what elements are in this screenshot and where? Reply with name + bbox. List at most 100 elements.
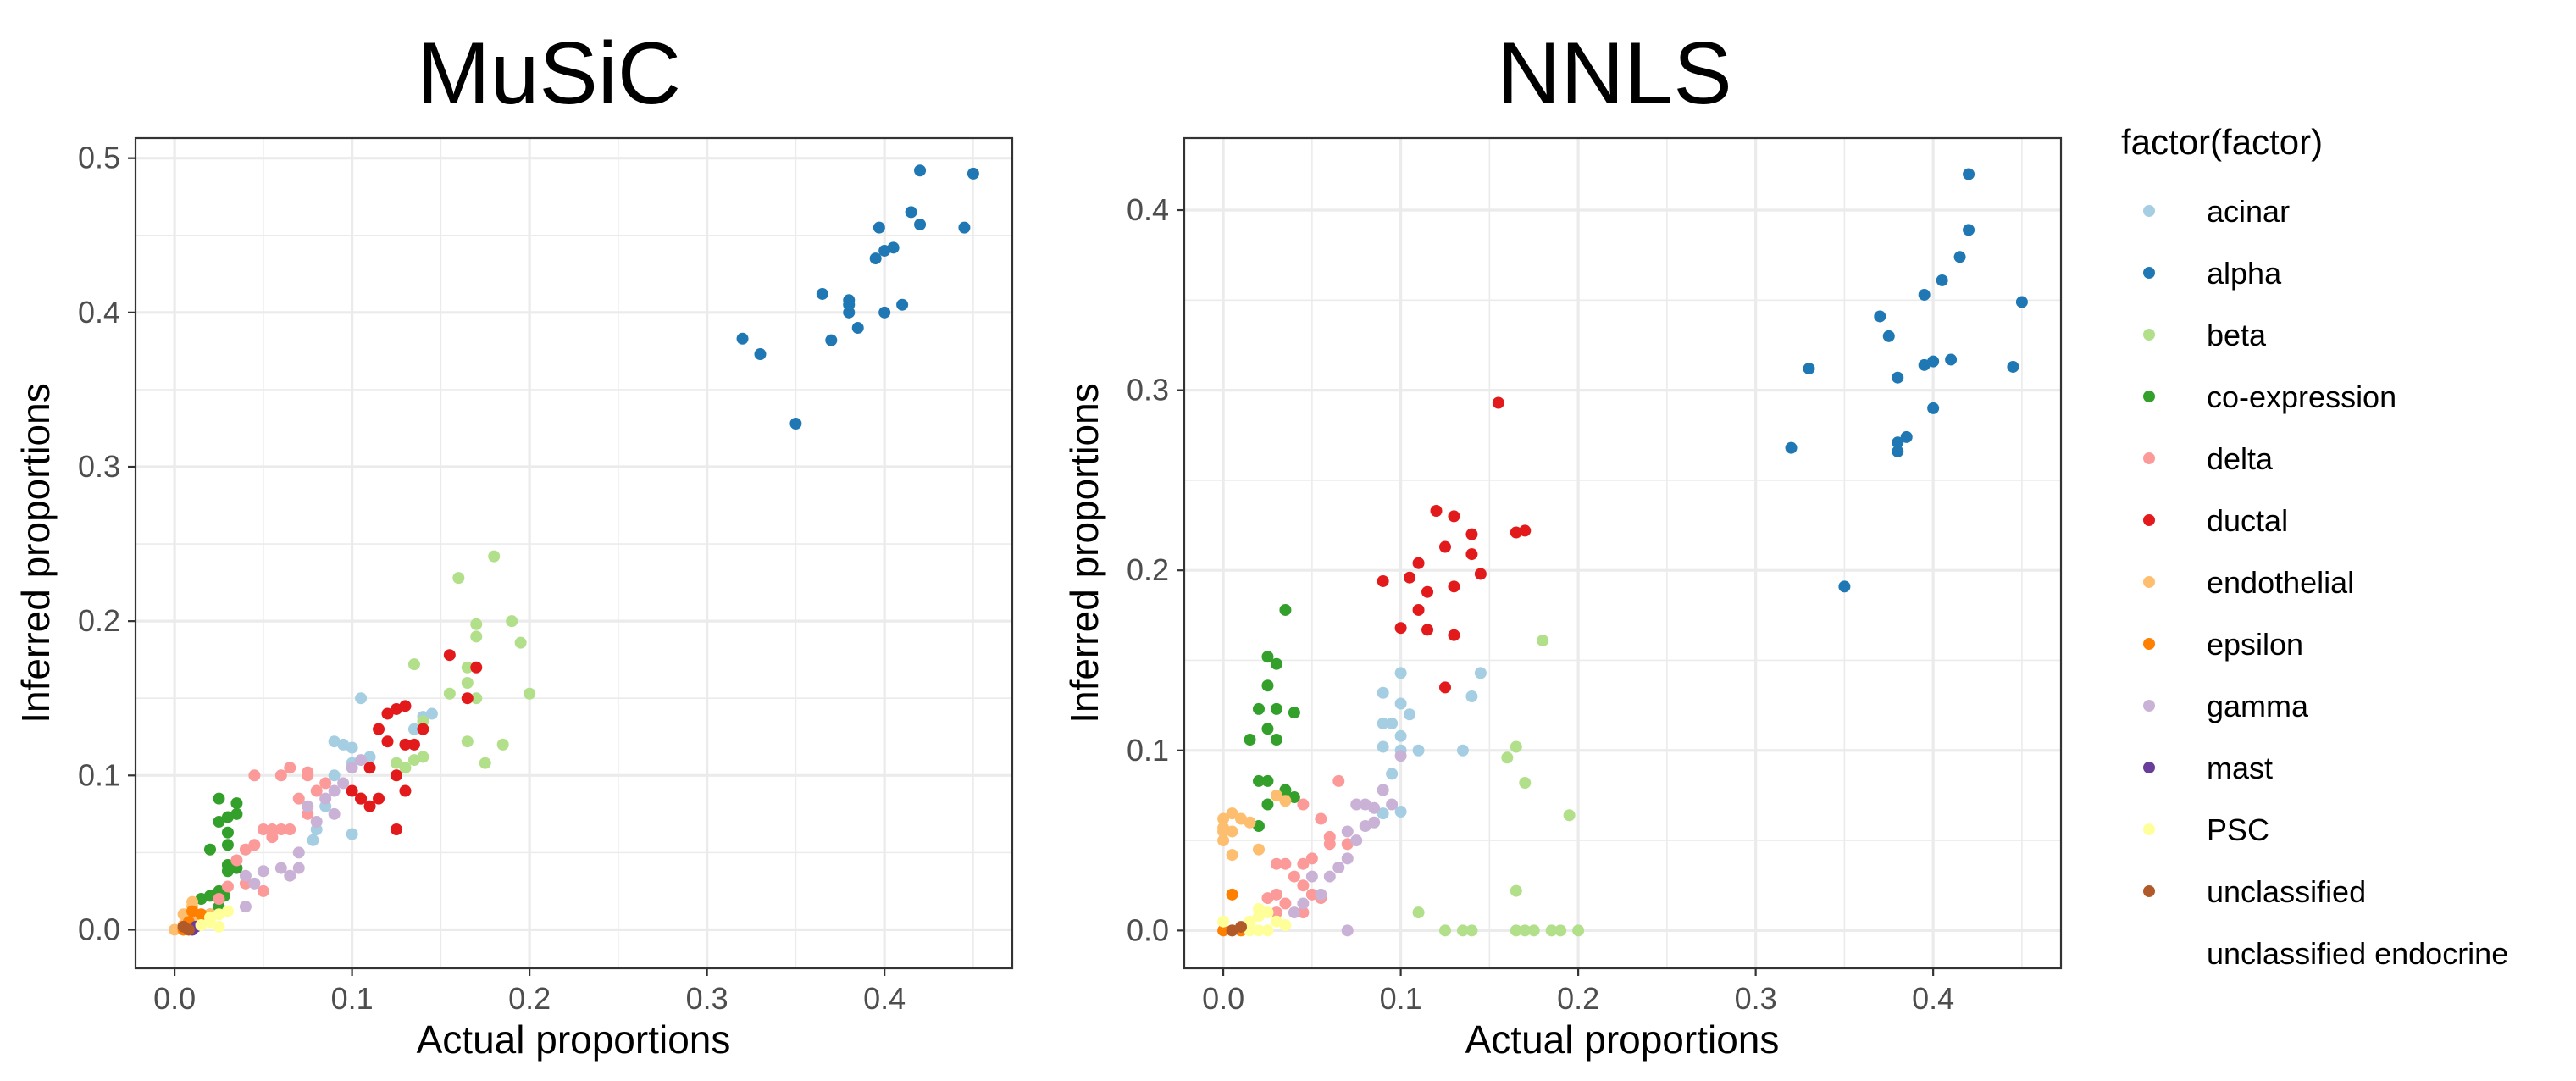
data-point-co-expression bbox=[1252, 820, 1265, 833]
legend-key bbox=[2143, 762, 2155, 773]
data-point-gamma bbox=[302, 800, 314, 812]
data-point-gamma bbox=[239, 869, 252, 882]
data-point-gamma bbox=[328, 807, 341, 820]
legend-item: PSC bbox=[2143, 812, 2269, 847]
data-point-co-expression bbox=[1261, 774, 1274, 787]
data-point-delta bbox=[266, 831, 279, 844]
data-point-gamma bbox=[1341, 924, 1354, 937]
data-point-beta bbox=[407, 658, 420, 671]
panel-title: MuSiC bbox=[417, 25, 681, 123]
data-point-beta bbox=[1465, 924, 1478, 937]
data-point-unclassified bbox=[1235, 921, 1248, 934]
data-point-ductal bbox=[1448, 629, 1460, 641]
data-point-beta bbox=[461, 661, 474, 674]
data-point-ductal bbox=[1438, 540, 1451, 553]
data-point-co-expression bbox=[221, 839, 234, 851]
data-point-acinar bbox=[1394, 806, 1407, 818]
plot-area bbox=[1184, 138, 2061, 968]
data-point-co-expression bbox=[1261, 679, 1274, 692]
data-point-co-expression bbox=[1261, 798, 1274, 811]
data-point-alpha bbox=[736, 332, 749, 345]
data-point-ductal bbox=[1412, 557, 1425, 569]
legend-item: epsilon bbox=[2143, 627, 2303, 662]
data-point-ductal bbox=[1377, 574, 1389, 587]
data-point-delta bbox=[1315, 812, 1327, 825]
data-point-ductal bbox=[355, 792, 368, 805]
y-axis-ticks: 0.0 0.1 0.2 0.3 0.4 0.5 bbox=[78, 141, 136, 946]
data-point-gamma bbox=[346, 762, 358, 774]
data-point-beta bbox=[1537, 635, 1549, 647]
data-point-alpha bbox=[843, 298, 856, 311]
data-point-acinar bbox=[1394, 667, 1407, 679]
data-point-psc bbox=[213, 920, 225, 933]
data-point-gamma bbox=[1359, 820, 1371, 833]
data-point-gamma bbox=[248, 877, 261, 890]
data-point-acinar bbox=[346, 828, 358, 840]
data-point-alpha bbox=[1785, 441, 1798, 454]
data-point-beta bbox=[470, 630, 483, 643]
legend-key bbox=[2143, 576, 2155, 588]
data-point-ductal bbox=[373, 723, 385, 735]
legend-label: ductal bbox=[2207, 503, 2288, 538]
data-point-alpha bbox=[2015, 296, 2028, 308]
data-point-gamma bbox=[239, 901, 252, 913]
data-point-epsilon bbox=[1217, 924, 1230, 937]
data-point-alpha bbox=[1882, 330, 1895, 342]
data-point-ductal bbox=[1519, 524, 1532, 537]
data-point-co-expression bbox=[1288, 791, 1300, 804]
data-point-delta bbox=[213, 893, 225, 906]
data-point-delta bbox=[310, 784, 323, 797]
data-point-ductal bbox=[390, 769, 402, 782]
data-point-delta bbox=[319, 777, 332, 790]
data-point-alpha bbox=[1963, 224, 1975, 236]
data-point-alpha bbox=[1945, 353, 1958, 366]
legend-items: acinar alpha beta co-expression delta ductal e… bbox=[2143, 194, 2508, 971]
legend-title: factor(factor) bbox=[2121, 122, 2323, 162]
data-point-acinar bbox=[425, 707, 438, 720]
data-point-co-expression bbox=[1279, 784, 1292, 796]
data-point-beta bbox=[506, 615, 518, 628]
data-point-acinar bbox=[1377, 807, 1389, 820]
data-point-gamma bbox=[1332, 861, 1345, 873]
legend-key bbox=[2143, 638, 2155, 650]
legend-key bbox=[2143, 885, 2155, 897]
data-point-gamma bbox=[1315, 888, 1327, 901]
data-point-ductal bbox=[1448, 580, 1460, 593]
data-point-gamma bbox=[1323, 870, 1336, 883]
data-point-co-expression bbox=[1244, 734, 1256, 746]
data-point-beta bbox=[452, 572, 465, 585]
data-point-endothelial bbox=[1235, 812, 1248, 825]
data-point-ductal bbox=[1421, 624, 1434, 636]
data-point-beta bbox=[399, 762, 412, 774]
data-point-co-expression bbox=[1270, 657, 1282, 670]
y-axis-title: Inferred proportions bbox=[14, 383, 58, 723]
legend-key bbox=[2143, 205, 2155, 217]
y-tick-label: 0.3 bbox=[1127, 373, 1169, 407]
data-point-endothelial bbox=[1252, 843, 1265, 856]
data-point-ductal bbox=[1438, 681, 1451, 694]
data-point-alpha bbox=[878, 306, 891, 319]
legend-key bbox=[2143, 329, 2155, 341]
gridlines bbox=[1184, 138, 2061, 968]
data-point-alpha bbox=[851, 322, 864, 335]
data-point-ductal bbox=[1448, 510, 1460, 523]
data-point-gamma bbox=[1297, 897, 1310, 910]
data-point-endothelial bbox=[1226, 807, 1238, 820]
legend-label: epsilon bbox=[2207, 627, 2303, 662]
data-point-beta bbox=[479, 757, 491, 769]
data-point-gamma bbox=[1341, 852, 1354, 865]
data-point-ductal bbox=[461, 692, 474, 705]
data-point-ductal bbox=[1474, 568, 1487, 580]
legend-item: ductal bbox=[2143, 503, 2288, 538]
data-point-gamma bbox=[1305, 870, 1318, 883]
legend-item: mast bbox=[2143, 751, 2273, 785]
data-point-beta bbox=[1545, 924, 1558, 937]
y-tick-label: 0.3 bbox=[78, 449, 120, 484]
data-point-co-expression bbox=[221, 865, 234, 878]
data-point-beta bbox=[470, 692, 483, 705]
data-point-alpha bbox=[816, 287, 828, 300]
legend-label: alpha bbox=[2207, 256, 2282, 291]
data-point-psc bbox=[1261, 924, 1274, 937]
data-point-alpha bbox=[1838, 580, 1851, 593]
